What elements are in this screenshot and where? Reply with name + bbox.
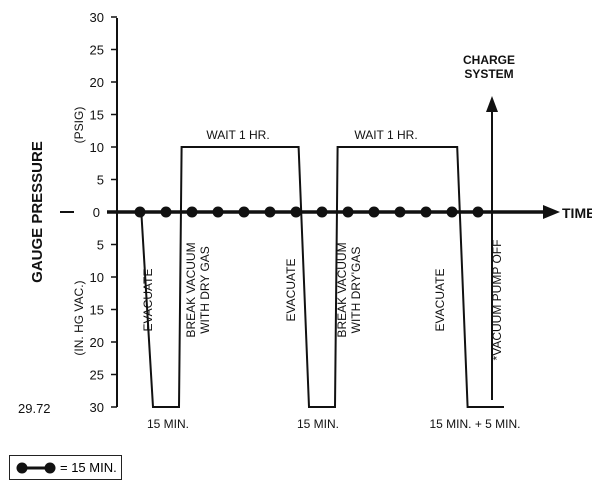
- upper-tick-label: 30: [90, 10, 104, 25]
- bottom-value-label: 29.72: [18, 401, 51, 416]
- psig-unit-label: (PSIG): [72, 107, 86, 144]
- vacuum-pump-off-label: *VACUUM PUMP OFF: [490, 240, 504, 361]
- pump-marker: [134, 206, 146, 218]
- lower-tick-label: 30: [90, 400, 104, 415]
- wait-label-1: WAIT 1 HR.: [206, 128, 269, 142]
- upper-tick-label: 15: [90, 108, 104, 123]
- pump-marker: [472, 206, 484, 218]
- evacuate-label-3: EVACUATE: [433, 269, 447, 332]
- legend: = 15 MIN.: [9, 455, 122, 480]
- upper-tick-label: 5: [97, 173, 104, 188]
- upper-tick-label: 20: [90, 75, 104, 90]
- y-axis-title: GAUGE PRESSURE: [29, 141, 46, 283]
- legend-label: = 15 MIN.: [60, 460, 117, 475]
- charge-label-2: SYSTEM: [464, 67, 513, 81]
- legend-marker-icon: [16, 462, 56, 474]
- pump-marker: [212, 206, 224, 218]
- time-arrowhead: [543, 205, 560, 219]
- upper-tick-group: 30 25 20 15 10 5: [90, 10, 117, 188]
- lower-tick-label: 15: [90, 303, 104, 318]
- vacuum-unit-label: (IN. HG VAC.): [72, 280, 86, 355]
- pump-marker: [316, 206, 328, 218]
- break-vacuum-label-2a: BREAK VACUUM: [335, 242, 349, 337]
- pump-marker: [420, 206, 432, 218]
- lower-tick-label: 10: [90, 270, 104, 285]
- break-vacuum-label-1b: WITH DRY GAS: [198, 246, 212, 334]
- charge-arrowhead: [486, 96, 498, 112]
- pump-marker: [238, 206, 250, 218]
- lower-tick-label: 20: [90, 335, 104, 350]
- lower-tick-group: 5 10 15 20 25 30: [90, 238, 117, 415]
- duration-label-1: 15 MIN.: [147, 417, 189, 431]
- pump-marker: [160, 206, 172, 218]
- upper-tick-label: 25: [90, 43, 104, 58]
- pump-marker-group: [134, 206, 484, 218]
- upper-tick-label: 10: [90, 140, 104, 155]
- pressure-profile-line: [140, 146, 504, 408]
- pump-marker: [342, 206, 354, 218]
- duration-label-3: 15 MIN. + 5 MIN.: [429, 417, 520, 431]
- zero-tick-label: 0: [93, 205, 100, 220]
- charge-label-1: CHARGE: [463, 53, 515, 67]
- pump-marker: [368, 206, 380, 218]
- pump-marker: [186, 206, 198, 218]
- pump-marker: [446, 206, 458, 218]
- evacuate-label-1: EVACUATE: [141, 269, 155, 332]
- pump-marker: [394, 206, 406, 218]
- pump-marker: [290, 206, 302, 218]
- break-vacuum-label-2b: WITH DRY'GAS: [349, 247, 363, 334]
- lower-tick-label: 25: [90, 368, 104, 383]
- evacuate-label-2: EVACUATE: [284, 259, 298, 322]
- break-vacuum-label-1a: BREAK VACUUM: [184, 242, 198, 337]
- wait-label-2: WAIT 1 HR.: [354, 128, 417, 142]
- duration-label-2: 15 MIN.: [297, 417, 339, 431]
- lower-tick-label: 5: [97, 238, 104, 253]
- time-axis-label: TIME: [562, 205, 592, 221]
- pump-marker: [264, 206, 276, 218]
